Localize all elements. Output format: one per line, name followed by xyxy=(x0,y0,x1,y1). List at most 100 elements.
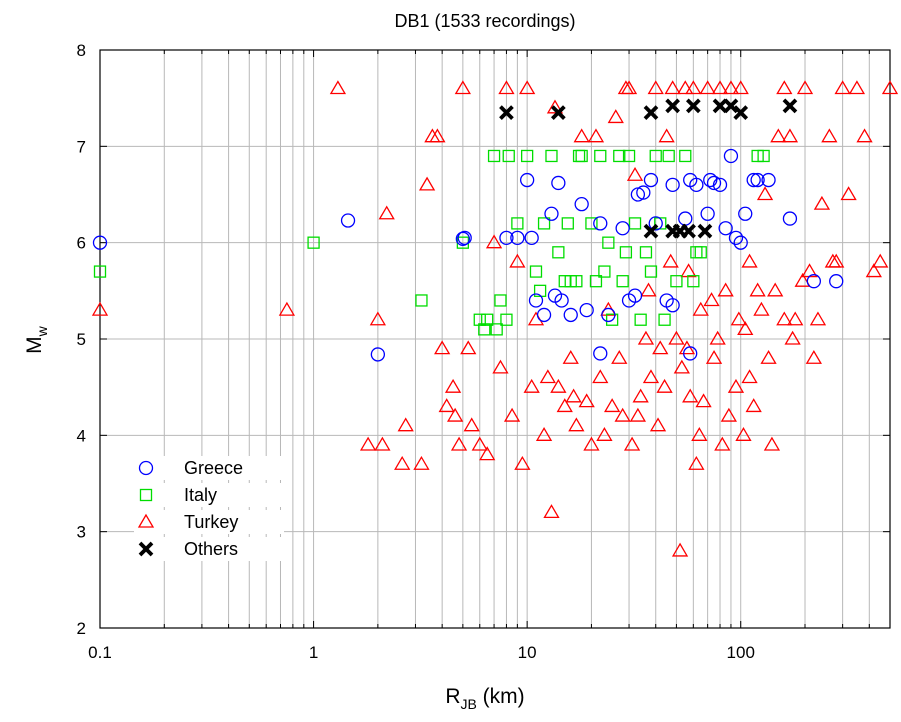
italy-point xyxy=(511,217,524,230)
turkey-point xyxy=(550,378,567,393)
others-point xyxy=(551,105,566,120)
greece-point xyxy=(593,346,608,361)
italy-point xyxy=(570,275,583,288)
greece-point xyxy=(718,221,733,236)
turkey-point xyxy=(649,417,667,432)
others-point xyxy=(643,105,659,120)
turkey-point xyxy=(692,301,709,316)
greece-point xyxy=(370,347,386,362)
cross-stroke xyxy=(681,223,696,239)
italy-point xyxy=(575,149,588,163)
italy-point xyxy=(487,149,501,163)
greece-point xyxy=(636,185,651,200)
italy-point xyxy=(598,265,611,278)
legend-item-greece: Greece xyxy=(134,456,284,480)
italy-point xyxy=(307,236,320,249)
turkey-point xyxy=(397,417,414,432)
turkey-point xyxy=(756,186,774,201)
turkey-point xyxy=(727,378,745,393)
others-point xyxy=(712,98,728,114)
turkey-point xyxy=(784,330,801,345)
turkey-point xyxy=(418,176,436,191)
legend-item-background xyxy=(134,483,284,507)
turkey-point xyxy=(647,80,664,95)
turkey-point xyxy=(637,330,655,345)
turkey-point xyxy=(329,80,347,95)
turkey-point xyxy=(607,109,624,124)
italy-point xyxy=(616,275,629,288)
italy-point xyxy=(679,149,692,163)
turkey-point xyxy=(767,282,784,297)
turkey-point xyxy=(741,369,758,384)
turkey-point xyxy=(91,301,109,316)
turkey-point xyxy=(737,321,754,336)
italy-point xyxy=(494,294,507,307)
greece-point xyxy=(455,231,471,246)
italy-point xyxy=(93,265,107,278)
turkey-point xyxy=(446,407,464,422)
turkey-point xyxy=(787,311,804,326)
turkey-point xyxy=(596,427,613,441)
italy-point xyxy=(520,149,534,163)
greece-point xyxy=(563,307,578,323)
others-point xyxy=(681,223,696,239)
greece-point xyxy=(746,172,761,188)
italy-point xyxy=(533,284,547,297)
italy-point xyxy=(529,265,543,278)
x-tick-label: 1 xyxy=(309,643,318,662)
turkey-point xyxy=(450,436,468,451)
italy-point xyxy=(481,313,494,326)
axis-ticks xyxy=(99,49,891,629)
turkey-point xyxy=(677,80,694,95)
cross-stroke xyxy=(733,105,749,120)
y-axis-label-main: M xyxy=(23,336,46,354)
turkey-point xyxy=(454,80,471,95)
turkey-point xyxy=(656,378,673,393)
turkey-point xyxy=(523,378,540,393)
turkey-point xyxy=(498,80,515,95)
others-point xyxy=(685,98,701,114)
turkey-point xyxy=(709,330,726,345)
turkey-point xyxy=(678,340,696,355)
turkey-point xyxy=(565,388,582,403)
turkey-point xyxy=(680,263,697,278)
italy-point xyxy=(537,217,551,230)
cross-stroke xyxy=(551,105,566,120)
greece-point xyxy=(712,177,728,193)
turkey-point xyxy=(578,393,595,408)
turkey-point xyxy=(485,234,503,249)
turkey-point xyxy=(583,436,600,451)
greece-point xyxy=(593,216,608,231)
turkey-point xyxy=(662,253,679,268)
turkey-point xyxy=(664,80,681,95)
turkey-point xyxy=(527,311,545,326)
y-tick-label: 2 xyxy=(77,619,86,638)
italy-point xyxy=(613,149,626,163)
turkey-point xyxy=(730,311,747,326)
turkey-point xyxy=(668,330,685,345)
turkey-point xyxy=(503,407,521,422)
greece-point xyxy=(733,235,748,250)
legend-marker-greece xyxy=(138,460,154,476)
turkey-point xyxy=(434,340,451,355)
turkey-point xyxy=(626,166,644,181)
turkey-point xyxy=(776,311,793,326)
greece-point xyxy=(665,298,680,313)
turkey-point xyxy=(705,349,723,364)
turkey-point xyxy=(479,446,496,461)
greece-point xyxy=(648,216,663,231)
others-point xyxy=(697,223,713,239)
turkey-point xyxy=(471,436,488,451)
others-point xyxy=(665,98,680,114)
greece-point xyxy=(579,302,594,318)
italy-point xyxy=(658,313,671,326)
turkey-point xyxy=(629,407,647,422)
series-italy xyxy=(93,149,770,336)
others-point xyxy=(733,105,749,120)
turkey-point xyxy=(623,436,641,451)
turkey-point xyxy=(652,340,669,355)
cross-stroke xyxy=(697,223,713,239)
legend-item-background xyxy=(134,537,284,561)
turkey-point xyxy=(735,427,752,441)
